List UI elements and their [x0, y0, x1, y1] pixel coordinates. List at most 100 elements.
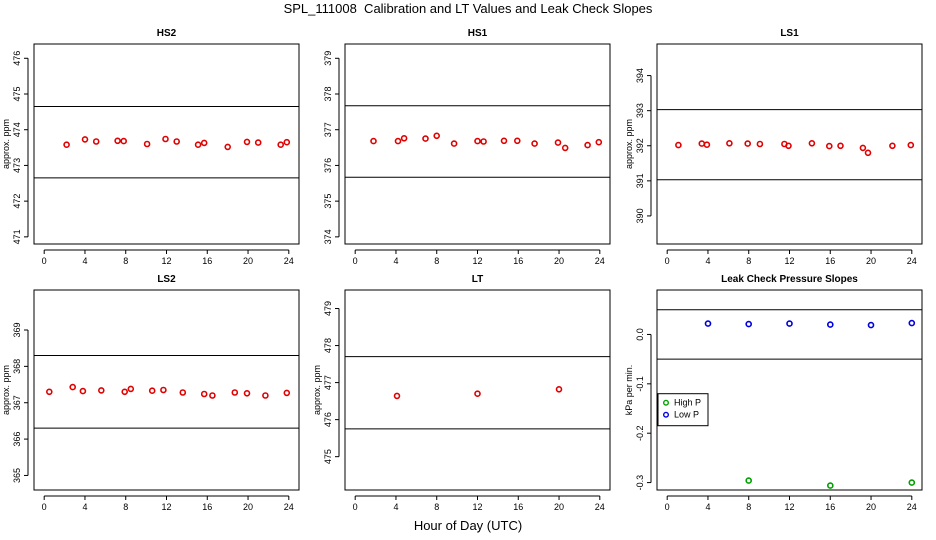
plot-frame	[656, 43, 923, 245]
legend-marker-high-p	[663, 399, 670, 406]
data-point-hs1	[554, 139, 562, 146]
data-point-ls1	[864, 149, 872, 157]
data-point-hs1	[513, 137, 521, 145]
data-point-ls1	[837, 142, 844, 150]
data-point-hs2	[200, 139, 208, 147]
data-point-ls2	[121, 388, 128, 396]
y-tick-label: -0.1	[635, 376, 645, 392]
y-tick-label: 374	[323, 229, 333, 244]
data-point-ls1	[675, 141, 682, 149]
y-tick-label: 393	[635, 103, 645, 118]
x-tick-label: 4	[705, 502, 710, 512]
x-tick-label: 8	[746, 502, 751, 512]
x-tick-label: 24	[907, 256, 917, 266]
plot-frame	[33, 289, 300, 491]
panel-ls2: LS2 0 4 8 12 16 20 24 365 366 367 368 369 approx. ppm	[1, 274, 300, 512]
data-point-ls1	[785, 142, 792, 150]
y-axis-label: approx. ppm	[312, 365, 322, 415]
data-point-hs1	[595, 138, 603, 146]
x-tick-label: 16	[825, 256, 835, 266]
x-tick-label: 20	[554, 502, 564, 512]
data-point-ls1	[889, 142, 896, 150]
data-point-low-p	[826, 321, 834, 328]
x-tick-label: 20	[866, 256, 876, 266]
y-tick-label: 378	[323, 86, 333, 101]
data-point-hs2	[277, 141, 285, 148]
y-axis-label: approx. ppm	[624, 119, 634, 169]
y-tick-label: 377	[323, 122, 333, 137]
x-tick-label: 24	[595, 256, 605, 266]
x-tick-label: 8	[434, 502, 439, 512]
data-point-hs2	[63, 141, 70, 148]
data-point-ls2	[209, 392, 216, 399]
y-tick-label: 477	[323, 375, 333, 390]
panel-hs1: HS1 0 4 8 12 16 20 24 374 375 376 377 378 379	[323, 28, 611, 266]
data-point-ls2	[179, 389, 187, 396]
data-point-ls1	[744, 140, 752, 147]
data-point-hs1	[480, 138, 487, 145]
y-tick-label: 475	[12, 86, 22, 101]
x-tick-label: 0	[353, 256, 358, 266]
y-tick-label: 392	[635, 138, 645, 153]
data-point-ls2	[243, 389, 251, 397]
data-point-high-p	[745, 477, 753, 484]
data-point-hs2	[92, 138, 100, 145]
y-tick-label: 0.0	[635, 328, 645, 341]
y-tick-label: 472	[12, 194, 22, 209]
x-tick-label: 16	[513, 502, 523, 512]
panel-title: LS2	[157, 274, 176, 285]
x-tick-label: 4	[393, 502, 398, 512]
data-point-low-p	[704, 320, 712, 327]
y-axis-label: kPa per min.	[624, 365, 634, 416]
y-tick-label: 471	[12, 229, 22, 244]
x-tick-label: 12	[472, 502, 482, 512]
data-point-ls2	[262, 392, 269, 399]
data-point-ls2	[283, 389, 291, 397]
x-tick-label: 16	[825, 502, 835, 512]
data-point-ls1	[825, 142, 833, 150]
y-tick-label: 376	[323, 158, 333, 173]
x-tick-label: 8	[434, 256, 439, 266]
data-point-ls2	[69, 383, 76, 391]
data-point-hs1	[433, 132, 441, 140]
data-point-hs2	[243, 138, 251, 146]
panel-ls1: LS1 0 4 8 12 16 20 24 390 391 392 393 394 approx. ppm	[624, 28, 923, 266]
x-tick-label: 4	[393, 256, 398, 266]
data-point-hs1	[584, 141, 591, 149]
x-tick-label: 0	[42, 256, 47, 266]
data-point-ls2	[79, 387, 87, 395]
data-point-low-p	[867, 321, 875, 329]
data-point-ls2	[148, 387, 156, 395]
data-point-ls2	[160, 386, 167, 394]
x-tick-label: 12	[784, 256, 794, 266]
data-point-hs1	[531, 140, 538, 147]
x-tick-label: 4	[82, 256, 87, 266]
panel-title: Leak Check Pressure Slopes	[721, 274, 858, 285]
y-tick-label: 474	[12, 122, 22, 137]
panel-title: LT	[472, 274, 483, 285]
y-tick-label: 375	[323, 194, 333, 209]
legend: High P Low P	[657, 393, 709, 427]
data-point-hs2	[224, 143, 231, 151]
x-tick-label: 12	[161, 502, 171, 512]
y-tick-label: 479	[323, 301, 333, 316]
y-tick-label: -0.3	[635, 475, 645, 491]
y-axis-label: approx. ppm	[1, 365, 11, 415]
data-point-high-p	[826, 482, 834, 489]
y-tick-label: 368	[12, 359, 22, 374]
data-point-hs1	[474, 137, 481, 145]
plot-frame	[656, 289, 923, 491]
plot-frame	[344, 289, 611, 491]
x-tick-label: 16	[202, 502, 212, 512]
y-tick-label: 379	[323, 51, 333, 66]
legend-label-low-p: Low P	[674, 410, 699, 420]
y-tick-label: 473	[12, 158, 22, 173]
data-point-hs2	[114, 137, 121, 145]
data-point-hs2	[173, 138, 180, 145]
data-point-ls1	[703, 141, 711, 148]
x-tick-label: 16	[513, 256, 523, 266]
y-tick-label: 391	[635, 173, 645, 188]
x-tick-label: 0	[665, 502, 670, 512]
legend-label-high-p: High P	[674, 398, 701, 408]
